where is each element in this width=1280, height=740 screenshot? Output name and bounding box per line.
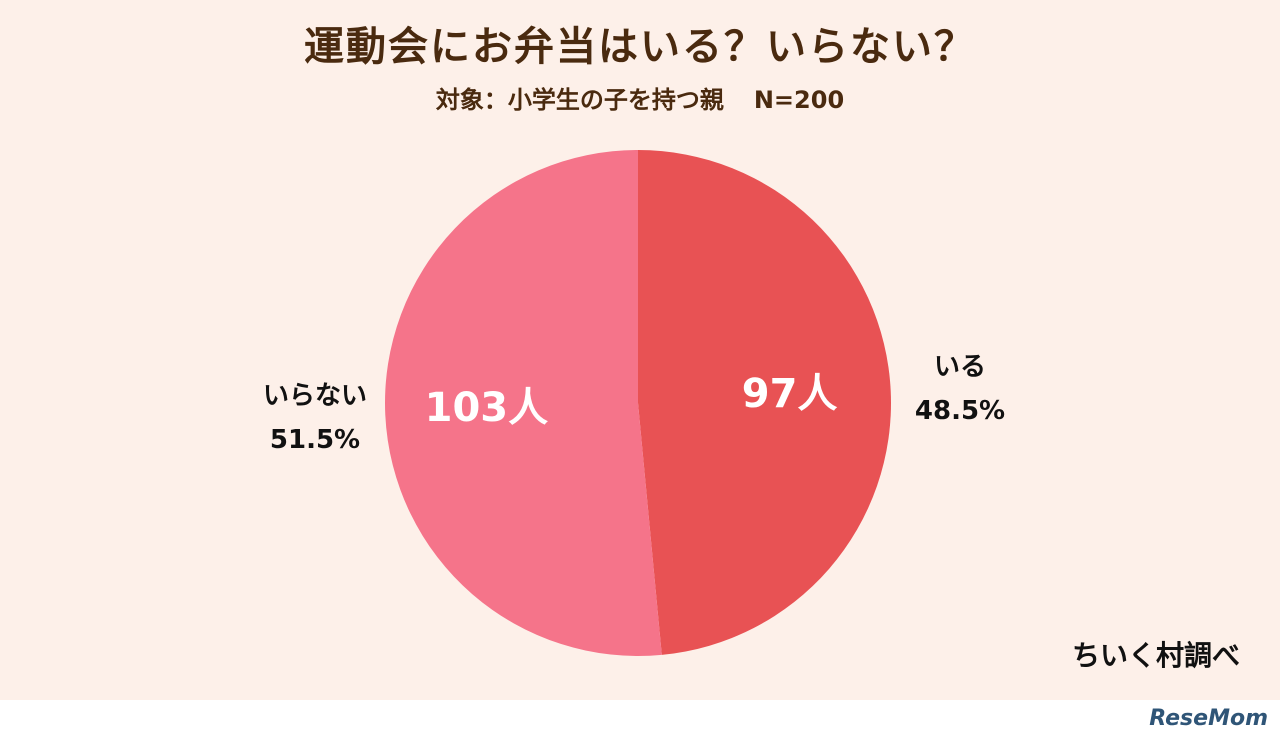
source-note: ちいく村調べ xyxy=(1071,639,1240,672)
label-iru-percent: 48.5% xyxy=(914,396,1006,426)
slice-count-iru: 97人 xyxy=(742,371,838,417)
slice-count-iranai: 103人 xyxy=(425,385,549,431)
pie-slice-iru xyxy=(638,150,892,655)
label-iru-name: いる xyxy=(933,352,986,382)
legend-label-iru: いる 48.5% xyxy=(900,345,1020,433)
chart-title: 運動会にお弁当はいる？いらない？ xyxy=(304,24,976,70)
legend-label-iranai: いらない 51.5% xyxy=(250,374,380,462)
label-iranai-name: いらない xyxy=(262,381,367,411)
pie-slice-iranai xyxy=(385,150,662,656)
pie-chart: 97人 103人 xyxy=(385,150,892,656)
label-iranai-percent: 51.5% xyxy=(269,425,361,455)
resemom-logo: ReseMom xyxy=(1149,706,1268,731)
subtitle-n: N=200 xyxy=(753,86,845,114)
subtitle-target: 対象：小学生の子を持つ親 xyxy=(435,86,724,114)
chart-subtitle: 対象：小学生の子を持つ親 N=200 xyxy=(0,80,1280,115)
